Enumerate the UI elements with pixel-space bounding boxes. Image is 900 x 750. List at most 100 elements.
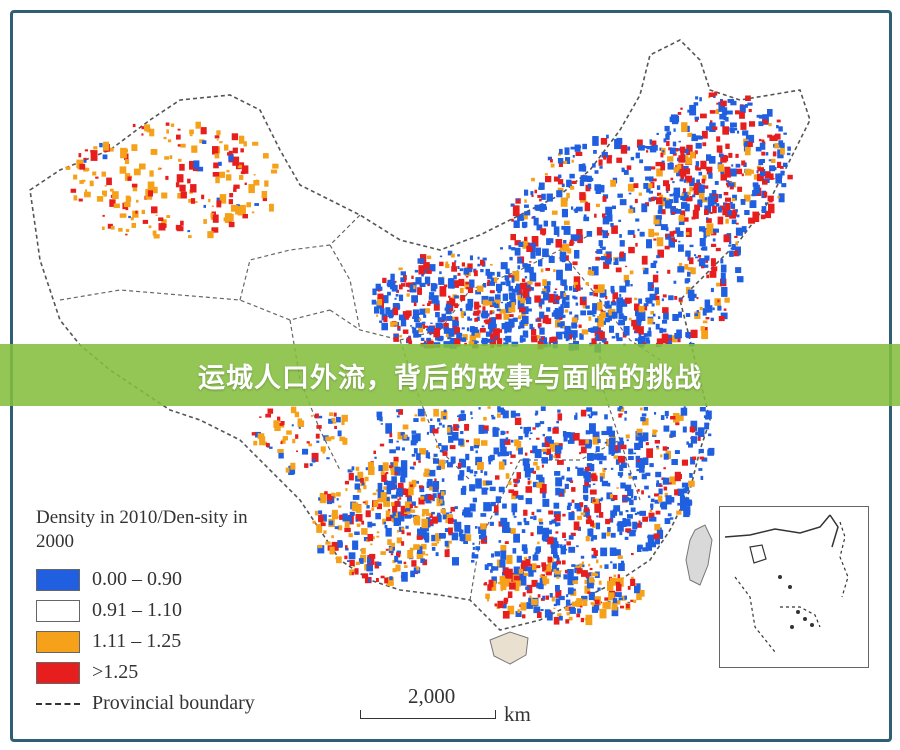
- density-patch: [417, 408, 425, 417]
- density-patch: [542, 498, 550, 507]
- density-patch: [441, 478, 445, 482]
- density-patch: [649, 145, 657, 153]
- density-patch: [410, 325, 413, 327]
- density-patch: [390, 467, 397, 476]
- density-patch: [423, 314, 427, 318]
- density-patch: [675, 422, 680, 426]
- density-patch: [588, 415, 592, 419]
- density-patch: [551, 519, 557, 524]
- density-patch: [102, 226, 105, 230]
- density-patch: [487, 563, 493, 567]
- density-patch: [726, 110, 733, 115]
- density-patch: [315, 433, 320, 439]
- density-patch: [290, 406, 297, 414]
- density-patch: [631, 495, 633, 499]
- density-patch: [539, 306, 542, 309]
- density-patch: [518, 447, 523, 455]
- density-patch: [239, 135, 245, 144]
- density-patch: [332, 421, 337, 424]
- density-patch: [371, 299, 377, 305]
- density-patch: [213, 162, 219, 169]
- density-patch: [597, 587, 601, 591]
- density-patch: [661, 501, 668, 510]
- density-patch: [573, 276, 581, 286]
- density-patch: [674, 450, 680, 454]
- density-patch: [506, 431, 509, 434]
- density-patch: [109, 199, 116, 207]
- density-patch: [488, 579, 494, 588]
- density-patch: [225, 174, 232, 181]
- density-patch: [512, 512, 515, 516]
- density-patch: [519, 290, 523, 294]
- density-patch: [477, 462, 484, 470]
- density-patch: [723, 234, 730, 243]
- density-patch: [449, 308, 454, 312]
- density-patch: [578, 324, 582, 328]
- density-patch: [621, 595, 627, 601]
- density-patch: [394, 297, 397, 300]
- density-patch: [379, 308, 385, 315]
- density-patch: [224, 144, 229, 151]
- density-patch: [304, 463, 309, 468]
- density-patch: [200, 127, 207, 135]
- density-patch: [566, 192, 570, 199]
- density-patch: [462, 334, 468, 341]
- density-patch: [312, 458, 316, 463]
- density-patch: [551, 565, 557, 572]
- density-patch: [554, 311, 559, 316]
- density-patch: [415, 277, 422, 285]
- density-patch: [497, 582, 501, 584]
- density-patch: [583, 214, 587, 218]
- density-patch: [214, 135, 220, 139]
- density-patch: [497, 413, 501, 418]
- density-patch: [391, 476, 397, 484]
- density-patch: [639, 589, 645, 597]
- density-patch: [383, 295, 389, 304]
- density-patch: [655, 510, 661, 515]
- density-patch: [496, 283, 503, 292]
- density-patch: [130, 217, 134, 221]
- density-patch: [564, 539, 567, 541]
- density-patch: [557, 460, 564, 465]
- density-patch: [626, 531, 630, 534]
- density-patch: [328, 418, 333, 424]
- density-patch: [615, 332, 620, 339]
- density-patch: [574, 503, 580, 509]
- density-patch: [537, 594, 541, 598]
- density-patch: [598, 240, 603, 247]
- density-patch: [609, 547, 617, 556]
- density-patch: [649, 176, 654, 182]
- density-patch: [729, 210, 736, 219]
- density-patch: [563, 435, 568, 442]
- density-patch: [620, 560, 625, 565]
- density-patch: [627, 585, 631, 590]
- boundary-dash-symbol: [36, 702, 80, 705]
- density-patch: [519, 576, 527, 586]
- density-patch: [437, 317, 444, 323]
- density-patch: [522, 592, 526, 597]
- density-patch: [400, 460, 408, 470]
- density-patch: [523, 509, 528, 516]
- density-patch: [416, 535, 423, 540]
- density-patch: [749, 121, 756, 127]
- density-patch: [397, 511, 405, 522]
- density-patch: [616, 337, 623, 342]
- density-patch: [622, 168, 625, 172]
- density-patch: [564, 548, 568, 551]
- density-patch: [490, 278, 494, 283]
- density-patch: [679, 168, 687, 177]
- density-patch: [337, 525, 343, 531]
- density-patch: [534, 282, 541, 287]
- density-patch: [654, 524, 661, 531]
- density-patch: [614, 445, 619, 451]
- density-patch: [354, 483, 361, 490]
- density-patch: [331, 535, 334, 539]
- density-patch: [546, 571, 550, 574]
- density-patch: [623, 315, 626, 318]
- density-patch: [677, 488, 684, 494]
- density-patch: [229, 193, 234, 198]
- density-patch: [687, 256, 691, 261]
- density-patch: [526, 245, 533, 252]
- density-patch: [416, 480, 419, 484]
- density-patch: [485, 268, 490, 276]
